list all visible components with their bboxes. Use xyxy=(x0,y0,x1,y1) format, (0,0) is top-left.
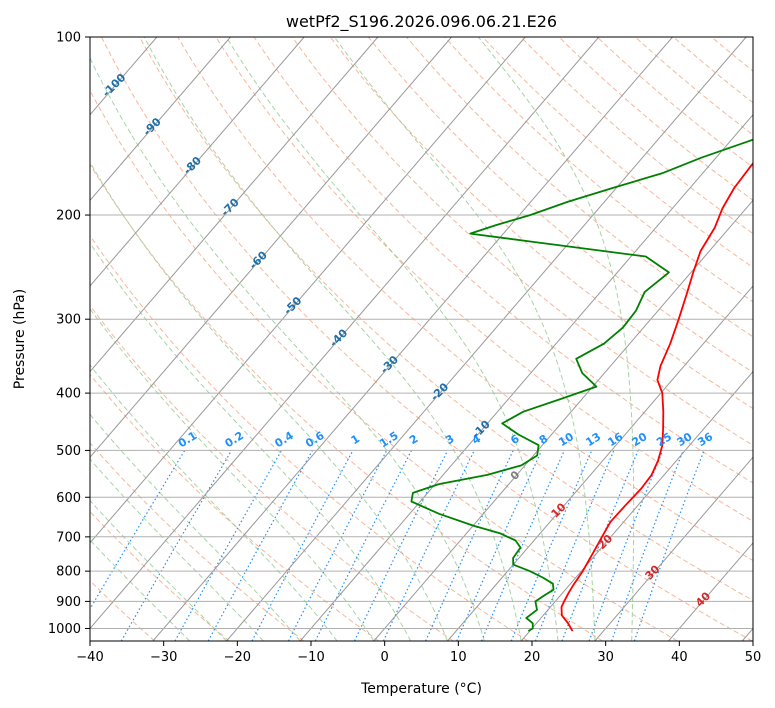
isotherm-line xyxy=(90,37,379,373)
y-tick-label: 100 xyxy=(56,31,81,46)
moist-adiabat-line xyxy=(90,499,227,641)
isotherm-line xyxy=(373,199,753,641)
isotherm-line xyxy=(90,37,231,202)
y-tick-label: 200 xyxy=(56,209,81,224)
isotherm-line xyxy=(90,37,452,458)
isotherm-line xyxy=(299,113,753,641)
x-tick-label: −10 xyxy=(297,650,324,665)
dry-adiabat-line xyxy=(444,37,753,303)
dry-adiabat-line xyxy=(177,37,753,562)
mixing-ratio-line xyxy=(90,450,186,611)
y-tick-label: 800 xyxy=(56,565,81,580)
mixing-ratio-line xyxy=(382,450,475,641)
mixing-ratio-line xyxy=(120,450,233,641)
x-tick-label: −40 xyxy=(76,650,103,665)
dry-adiabat-line xyxy=(90,373,379,641)
y-tick-label: 700 xyxy=(56,530,81,545)
dry-adiabat-line xyxy=(101,37,753,641)
dry-adiabat-line xyxy=(139,37,753,602)
y-tick-label: 900 xyxy=(56,595,81,610)
dry-adiabat-line xyxy=(90,304,454,641)
moist-adiabat-line xyxy=(90,364,338,641)
mixing-ratio-line xyxy=(633,450,705,641)
x-axis-title: Temperature (°C) xyxy=(360,681,482,697)
y-axis-title: Pressure (hPa) xyxy=(12,289,28,389)
moist-adiabat-line xyxy=(90,458,264,641)
moist-adiabat-line xyxy=(333,37,596,641)
isotherm-line xyxy=(90,37,305,287)
x-tick-label: −20 xyxy=(224,650,251,665)
y-tick-label: 600 xyxy=(56,491,81,506)
moist-adiabat-line xyxy=(90,539,191,641)
dry-adiabat-line xyxy=(406,37,753,338)
plot-background xyxy=(90,37,753,641)
mixing-ratio-line xyxy=(611,450,684,641)
plot-frame xyxy=(89,36,754,642)
moist-adiabat-line xyxy=(478,37,635,641)
pressure-grid xyxy=(90,37,753,629)
dry-adiabat-line xyxy=(558,37,753,201)
dry-adiabat-line xyxy=(291,37,753,446)
isotherm-line xyxy=(226,37,747,641)
moist-adiabat-line xyxy=(90,242,412,641)
isotherm-line xyxy=(520,370,753,641)
chart-title: wetPf2_S196.2026.096.06.21.E26 xyxy=(286,12,557,32)
isotherm-line xyxy=(594,456,753,641)
mixing-ratio-line xyxy=(480,450,565,641)
dry-adiabat-line xyxy=(596,37,753,168)
y-tick-label: 400 xyxy=(56,387,81,402)
isotherm-line xyxy=(90,37,526,544)
dry-adiabat-line xyxy=(215,37,753,522)
dewpoint-line xyxy=(410,138,753,632)
profile-lines xyxy=(410,138,753,632)
mixing-ratio-line xyxy=(207,450,313,641)
mixing-ratio-line xyxy=(510,450,593,641)
x-tick-label: 20 xyxy=(524,650,541,665)
mixing-ratio-line xyxy=(456,450,543,641)
dry-adiabat-line xyxy=(253,37,753,484)
dry-adiabat-line xyxy=(520,37,753,235)
isotherm-line xyxy=(90,37,600,630)
dry-adiabat-line xyxy=(90,442,305,641)
moist-adiabat-line xyxy=(225,37,559,641)
x-tick-label: 0 xyxy=(381,650,389,665)
mixing-ratio-line xyxy=(425,450,514,641)
temperature-line xyxy=(560,162,753,632)
y-tick-label: 300 xyxy=(56,313,81,328)
moist-adiabat-line xyxy=(90,161,449,641)
y-tick-label: 500 xyxy=(56,444,81,459)
axes: −40 −30 −20 −10 0 10 20 30 40 50 100 200 300 400 500 60… xyxy=(48,31,761,666)
moist-adiabat-line xyxy=(90,308,375,641)
x-tick-label: 50 xyxy=(745,650,762,665)
background-lines xyxy=(0,37,753,641)
x-tick-label: −30 xyxy=(150,650,177,665)
dry-adiabat-line xyxy=(329,37,753,410)
mixing-ratio-line xyxy=(174,450,283,641)
mixing-ratio-line xyxy=(353,450,449,641)
x-tick-label: 40 xyxy=(671,650,688,665)
dry-adiabat-line xyxy=(90,89,678,641)
x-tick-label: 10 xyxy=(450,650,467,665)
isotherm-line xyxy=(0,37,10,641)
moist-adiabat-line xyxy=(90,56,485,641)
x-tick-label: 30 xyxy=(597,650,614,665)
isotherm-line xyxy=(447,285,753,641)
isotherm-line xyxy=(152,37,673,641)
y-tick-label: 1000 xyxy=(48,622,81,637)
moist-adiabat-line xyxy=(143,37,522,641)
